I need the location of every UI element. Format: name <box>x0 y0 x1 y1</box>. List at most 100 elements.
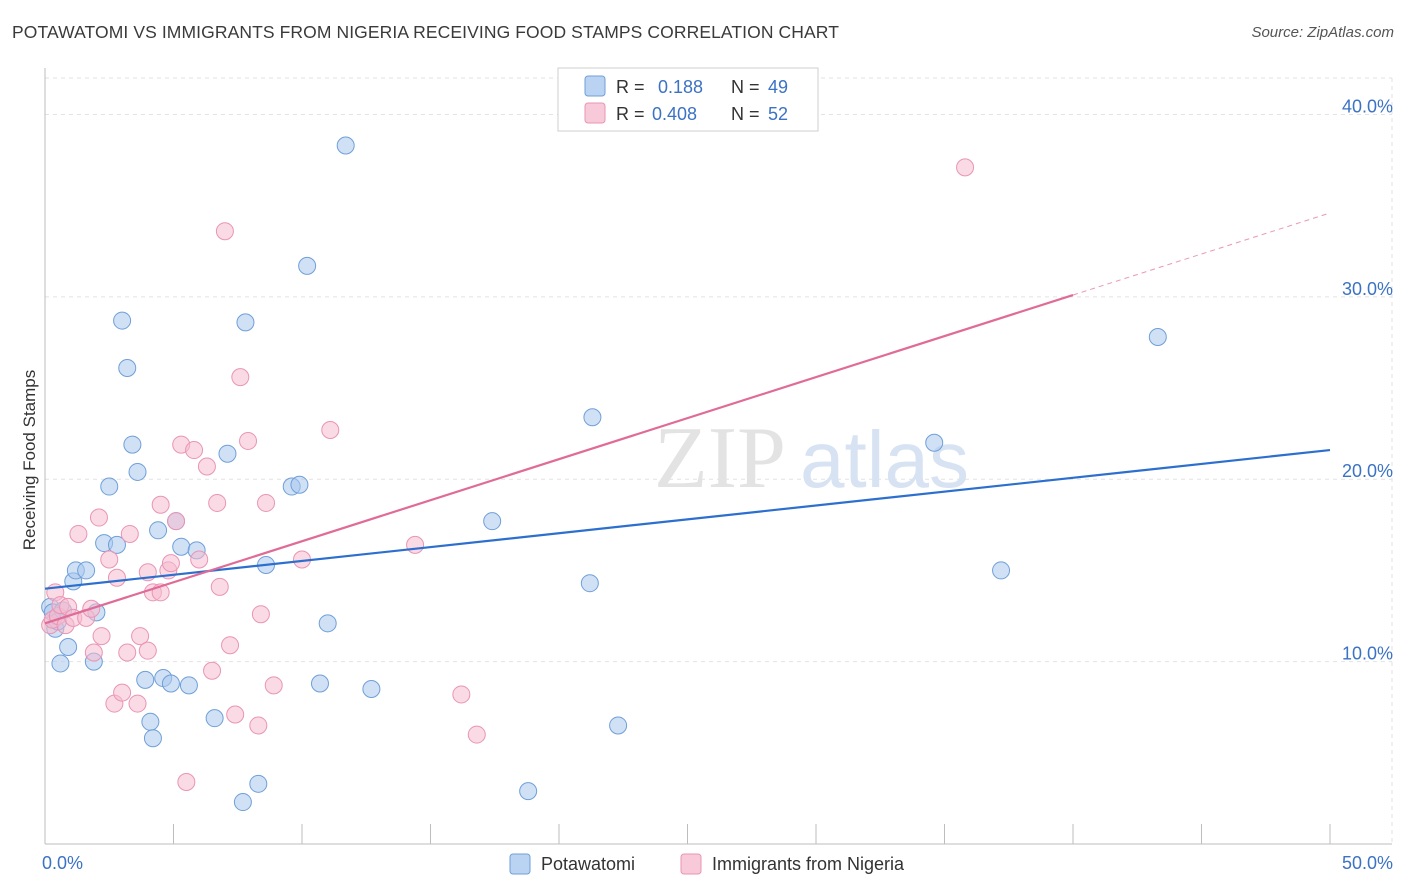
nigeria-point <box>231 368 250 387</box>
potawatomi-point <box>519 782 538 801</box>
potawatomi-point <box>362 679 381 698</box>
nigeria-trend-extension <box>1072 212 1331 296</box>
stats-n-value-2: 52 <box>768 104 788 124</box>
y-tick-label: 10.0% <box>1342 644 1393 664</box>
potawatomi-point <box>1148 327 1167 346</box>
nigeria-point <box>321 420 340 439</box>
potawatomi-point <box>141 712 160 731</box>
nigeria-point <box>128 694 147 713</box>
stats-r-value-2: 0.408 <box>652 104 697 124</box>
potawatomi-point <box>925 433 944 452</box>
nigeria-points <box>41 158 975 791</box>
x-tick-label-min: 0.0% <box>42 853 83 873</box>
potawatomi-point <box>107 535 126 554</box>
stats-r-value-1: 0.188 <box>658 77 703 97</box>
nigeria-point <box>167 512 186 531</box>
potawatomi-point <box>77 561 96 580</box>
legend-label-potawatomi: Potawatomi <box>541 854 635 874</box>
nigeria-point <box>113 683 132 702</box>
stats-n-label-1: N = <box>731 77 760 97</box>
potawatomi-point <box>336 136 355 155</box>
y-tick-label: 30.0% <box>1342 279 1393 299</box>
legend-label-nigeria: Immigrants from Nigeria <box>712 854 905 874</box>
potawatomi-point <box>233 793 252 812</box>
potawatomi-point <box>580 574 599 593</box>
nigeria-point <box>84 643 103 662</box>
potawatomi-point <box>483 512 502 531</box>
nigeria-point <box>69 524 88 543</box>
stats-r-label-1: R = <box>616 77 645 97</box>
stats-swatch-nigeria <box>584 102 606 124</box>
potawatomi-point <box>161 674 180 693</box>
nigeria-point <box>138 641 157 660</box>
tick-labels: 10.0% 20.0% 30.0% 40.0% 0.0% 50.0% <box>42 96 1393 873</box>
potawatomi-point <box>249 774 268 793</box>
potawatomi-point <box>205 709 224 728</box>
nigeria-point <box>210 577 229 596</box>
potawatomi-point <box>992 561 1011 580</box>
potawatomi-trend-line <box>44 448 1331 590</box>
potawatomi-point <box>609 716 628 735</box>
potawatomi-point <box>136 670 155 689</box>
nigeria-point <box>185 441 204 460</box>
legend-swatch-potawatomi <box>509 853 531 875</box>
potawatomi-point <box>118 358 137 377</box>
potawatomi-point <box>51 654 70 673</box>
potawatomi-point <box>172 537 191 556</box>
potawatomi-point <box>143 729 162 748</box>
potawatomi-point <box>128 462 147 481</box>
nigeria-point <box>203 661 222 680</box>
stats-n-value-1: 49 <box>768 77 788 97</box>
nigeria-point <box>92 627 111 646</box>
potawatomi-point <box>310 674 329 693</box>
stats-n-label-2: N = <box>731 104 760 124</box>
potawatomi-point <box>179 676 198 695</box>
nigeria-point <box>118 643 137 662</box>
nigeria-point <box>161 554 180 573</box>
nigeria-point <box>406 535 425 554</box>
source-label: Source: ZipAtlas.com <box>1251 24 1394 41</box>
nigeria-point <box>151 495 170 514</box>
potawatomi-point <box>113 311 132 330</box>
potawatomi-point <box>149 521 168 540</box>
watermark-zip: ZIP <box>654 410 786 507</box>
nigeria-point <box>221 636 240 655</box>
nigeria-point <box>190 550 209 569</box>
nigeria-point <box>452 685 471 704</box>
x-tick-label-max: 50.0% <box>1342 853 1393 873</box>
watermark-atlas: atlas <box>800 415 969 504</box>
nigeria-point <box>89 508 108 527</box>
nigeria-point <box>239 431 258 450</box>
nigeria-point <box>956 158 975 177</box>
nigeria-trend-line <box>44 293 1074 625</box>
potawatomi-point <box>583 408 602 427</box>
potawatomi-point <box>318 614 337 633</box>
nigeria-point <box>226 705 245 724</box>
nigeria-point <box>197 457 216 476</box>
nigeria-point <box>100 550 119 569</box>
nigeria-point <box>467 725 486 744</box>
nigeria-point <box>208 493 227 512</box>
y-tick-label: 20.0% <box>1342 461 1393 481</box>
nigeria-point <box>120 524 139 543</box>
y-tick-label: 40.0% <box>1342 96 1393 116</box>
stats-r-label-2: R = <box>616 104 645 124</box>
potawatomi-point <box>123 435 142 454</box>
nigeria-point <box>251 605 270 624</box>
potawatomi-point <box>236 313 255 332</box>
nigeria-point <box>257 493 276 512</box>
bottom-legend: Potawatomi Immigrants from Nigeria <box>509 853 905 875</box>
nigeria-point <box>215 222 234 241</box>
nigeria-point <box>107 568 126 587</box>
nigeria-point <box>177 772 196 791</box>
potawatomi-point <box>59 638 78 657</box>
legend-swatch-nigeria <box>680 853 702 875</box>
potawatomi-point <box>290 475 309 494</box>
stats-swatch-potawatomi <box>584 75 606 97</box>
axes <box>44 68 1392 845</box>
stats-legend: R = 0.188 N = 49 R = 0.408 N = 52 <box>557 67 819 132</box>
potawatomi-point <box>100 477 119 496</box>
chart-title: POTAWATOMI VS IMMIGRANTS FROM NIGERIA RE… <box>12 22 840 42</box>
potawatomi-point <box>298 256 317 275</box>
